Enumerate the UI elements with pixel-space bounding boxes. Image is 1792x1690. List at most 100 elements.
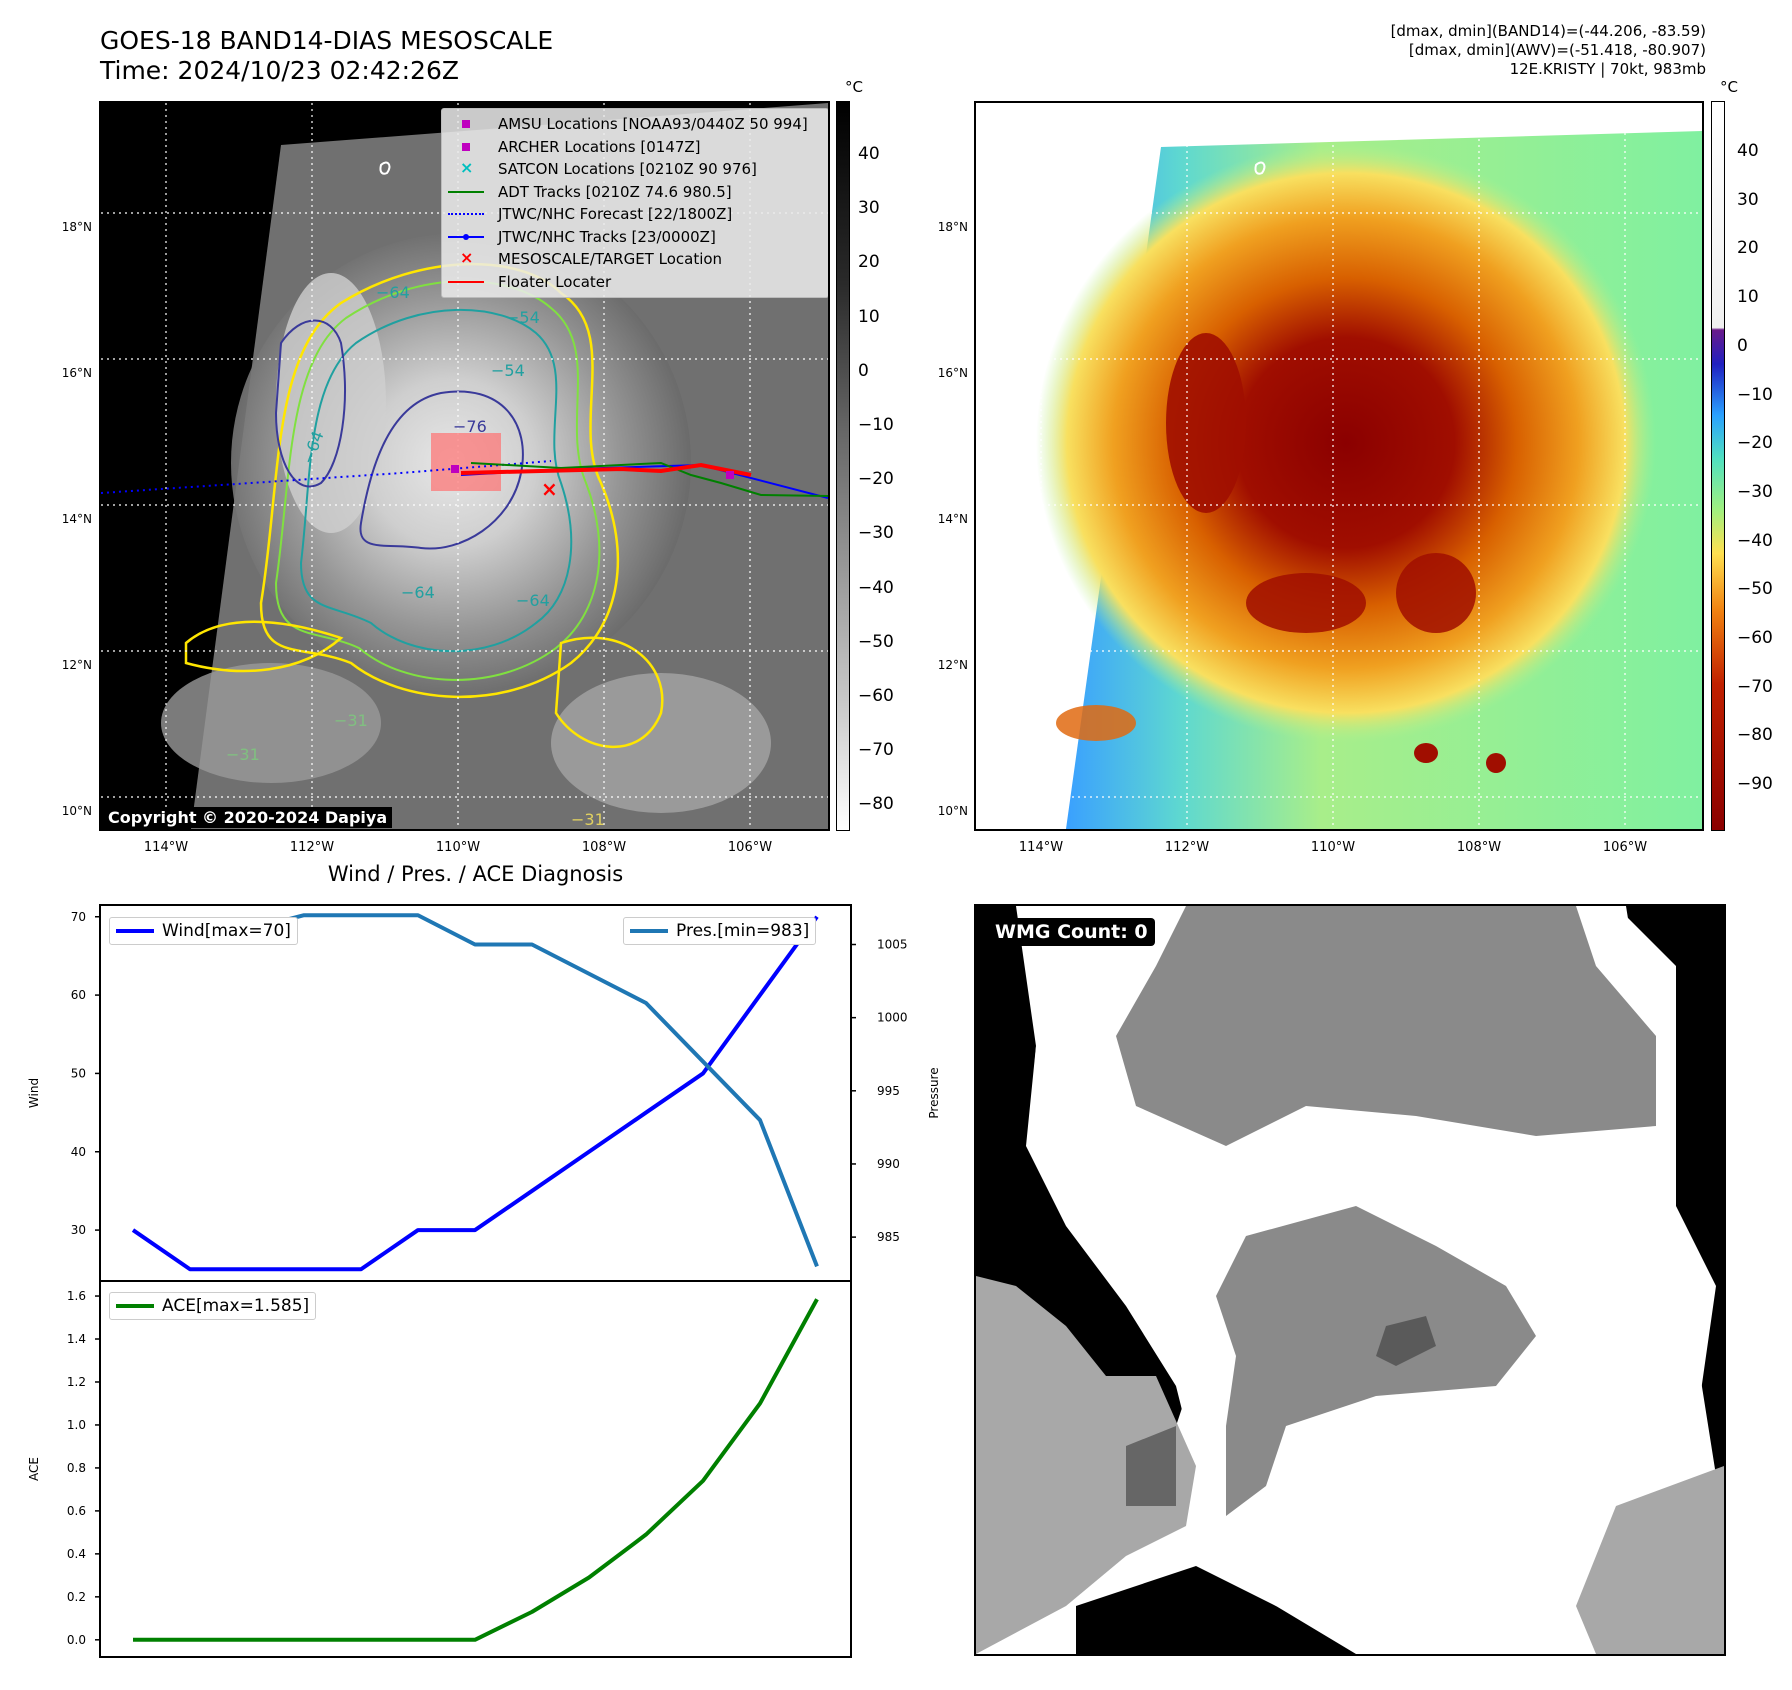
legend-swatch [448,139,484,155]
lat-label: 16°N [937,366,968,380]
colorbar-tick: −80 [858,794,894,815]
lat-label: 12°N [61,658,92,672]
y-tick-label: 0.8 [67,1461,86,1475]
colorbar-tick: −20 [1737,433,1773,454]
ace-frame [99,1280,852,1658]
pressure-legend: Pres.[min=983] [623,917,817,945]
y-tick-label: 1.4 [67,1332,86,1346]
y-tick-label: 0.6 [67,1504,86,1518]
lon-label: 108°W [581,840,627,855]
colorbar-tick: −90 [1737,774,1773,795]
legend-item: × SATCON Locations [0210Z 90 976] [448,158,828,181]
legend-swatch [116,929,154,933]
legend-swatch [116,1304,154,1308]
ir-map-panel: × −54 −54 −76 −64 −64 −31 −31 −31 −64 −6… [99,101,830,831]
contour-label: −64 [516,591,550,610]
colorbar-tick: 0 [858,360,869,381]
wmg-image [976,906,1724,1654]
y-tick-label: 40 [71,1145,86,1159]
colorbar-tick: −60 [1737,628,1773,648]
lon-label: 114°W [143,840,189,855]
contour-label: −31 [226,745,260,764]
legend-item: ADT Tracks [0210Z 74.6 980.5] [448,181,828,204]
ace-legend: ACE[max=1.585] [109,1292,317,1320]
lat-label: 14°N [937,512,968,526]
legend-swatch [448,184,484,200]
lon-label: 108°W [1456,840,1502,855]
contour-label: −64 [401,583,435,602]
y-tick-label: 1.0 [67,1418,86,1432]
legend-item: JTWC/NHC Tracks [23/0000Z] [448,226,828,249]
y-right-tick-label: 1000 [877,1011,908,1025]
info-awv: [dmax, dmin](AWV)=(-51.418, -80.907) [1408,41,1706,59]
lon-label: 112°W [289,840,335,855]
legend-item: JTWC/NHC Forecast [22/1800Z] [448,203,828,226]
contour-label: −76 [453,417,487,436]
series-line [133,1298,819,1642]
target-marker: × [541,477,558,501]
lat-label: 18°N [937,220,968,234]
colorbar-tick: 20 [858,252,880,273]
colorbar-tick: −40 [858,577,894,598]
lat-label: 12°N [937,658,968,672]
contour-label: −54 [506,308,540,327]
y-tick-label: 50 [71,1066,86,1080]
legend-swatch: × [460,248,474,268]
legend-swatch: × [460,158,474,178]
colorbar-color [1711,101,1725,831]
info-storm: 12E.KRISTY | 70kt, 983mb [1509,60,1706,78]
wmg-count-badge: WMG Count: 0 [988,918,1155,946]
y-right-tick-label: 985 [877,1230,900,1244]
colorbar-tick: −10 [1737,384,1773,405]
legend-swatch [448,229,484,245]
info-block: [dmax, dmin](BAND14)=(-44.206, -83.59) [… [1391,22,1706,79]
colorbar-tick: −70 [1737,676,1773,697]
contour-label: −31 [571,810,605,829]
colorbar-tick: 20 [1737,238,1759,259]
y-right-tick-label: 995 [877,1084,900,1098]
colorbar-tick: −20 [858,469,894,490]
y-tick-label: 1.6 [67,1289,86,1303]
diagnosis-title: Wind / Pres. / ACE Diagnosis [327,862,624,886]
y-axis-label: ACE [27,1457,41,1481]
colorbar-tick: 10 [858,306,880,327]
colorbar-gray [836,101,850,831]
contour-label: −64 [376,283,410,302]
contour-label: −31 [334,711,368,730]
wind-pressure-frame [99,904,852,1282]
lon-label: 114°W [1018,840,1064,855]
y-right-axis-label: Pressure [927,1067,941,1118]
contour-label: −54 [491,361,525,380]
colorbar-tick: 0 [1737,335,1748,356]
series-line [133,913,819,1268]
colorbar-tick: 40 [1737,141,1759,161]
legend-item: Floater Locater [448,271,828,294]
y-tick-label: 60 [71,988,86,1002]
lon-label: 110°W [1310,840,1356,855]
lat-label: 10°N [937,804,968,818]
legend-item: AMSU Locations [NOAA93/0440Z 50 994] [448,113,828,136]
y-axis-label: Wind [27,1078,41,1108]
map-legend: AMSU Locations [NOAA93/0440Z 50 994] ARC… [441,108,828,298]
lat-label: 18°N [61,220,92,234]
colorbar-tick: −50 [858,631,894,652]
wind-legend: Wind[max=70] [109,917,298,945]
colorbar-tick: −70 [858,740,894,761]
color-map-panel [974,101,1704,831]
lon-label: 112°W [1164,840,1210,855]
y-right-tick-label: 1005 [877,938,908,952]
colorbar-tick: −40 [1737,530,1773,551]
y-tick-label: 0.4 [67,1547,86,1561]
legend-swatch [448,206,484,222]
colorbar-tick: −30 [858,523,894,544]
colorbar-tick: 10 [1737,287,1759,308]
legend-item: ARCHER Locations [0147Z] [448,136,828,159]
figure-time: Time: 2024/10/23 02:42:26Z [100,56,459,85]
colorbar-tick: −30 [1737,481,1773,502]
colorbar-tick: 30 [1737,189,1759,210]
lat-label: 14°N [61,512,92,526]
wmg-panel: WMG Count: 0 [974,904,1726,1656]
legend-swatch [448,116,484,132]
lon-label: 106°W [1602,840,1648,855]
info-band14: [dmax, dmin](BAND14)=(-44.206, -83.59) [1390,22,1706,40]
